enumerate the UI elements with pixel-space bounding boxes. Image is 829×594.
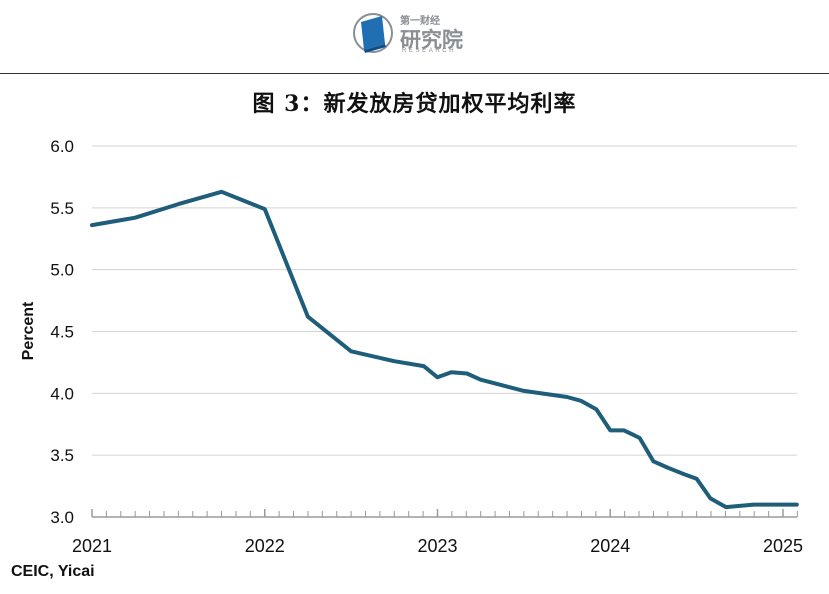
book-icon: [353, 13, 393, 53]
logo-main-text: 研究院: [400, 28, 463, 52]
logo-top-text: 第一财经: [400, 16, 440, 27]
x-tick-label: 2022: [245, 536, 285, 556]
source-note: CEIC, Yicai: [11, 563, 95, 580]
x-tick-label: 2021: [72, 536, 112, 556]
y-axis-label: Percent: [20, 301, 37, 360]
yicai-research-logo: 第一财经 研究院 RESEARCH: [352, 10, 472, 60]
y-tick-label: 3.5: [50, 446, 74, 465]
y-tick-label: 4.0: [50, 384, 74, 403]
chart-title: 图 3：新发放房贷加权平均利率: [252, 91, 577, 117]
y-tick-label: 4.5: [50, 323, 74, 342]
x-axis-ticks: 2021 2022 2023 2024 2025: [72, 536, 803, 556]
x-axis: [91, 509, 798, 518]
report-header: 第一财经 研究院 RESEARCH: [0, 0, 829, 74]
y-tick-label: 5.0: [50, 261, 74, 280]
y-tick-label: 3.0: [50, 508, 74, 527]
x-tick-label: 2023: [417, 536, 457, 556]
logo-sub-text: RESEARCH: [402, 48, 457, 54]
y-tick-label: 5.5: [50, 199, 74, 218]
x-tick-label: 2024: [590, 536, 630, 556]
header-divider: [0, 73, 829, 74]
gridlines: [92, 145, 797, 456]
y-tick-label: 6.0: [50, 137, 74, 156]
x-tick-label: 2025: [763, 536, 803, 556]
y-axis-ticks: 3.0 3.5 4.0 4.5 5.0 5.5 6.0: [50, 137, 74, 527]
series-line: [90, 189, 799, 510]
